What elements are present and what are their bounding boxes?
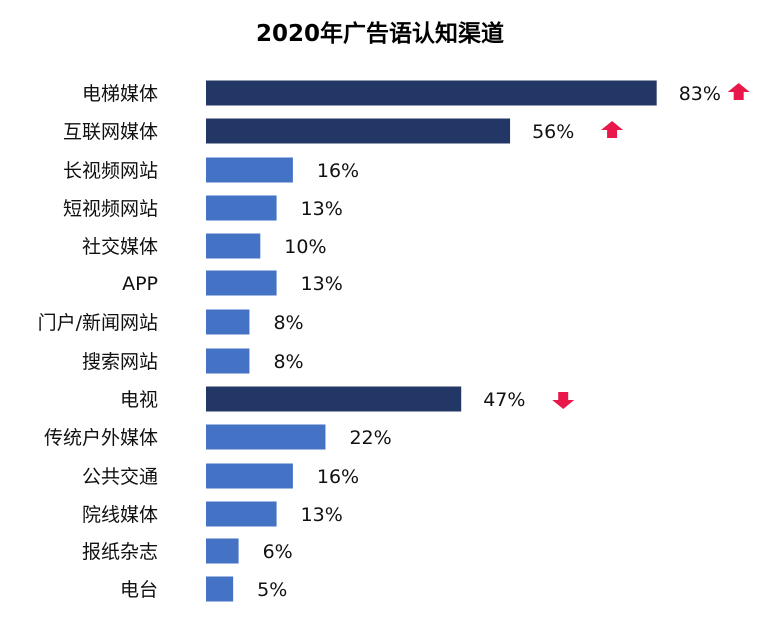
- value-label: 83%: [679, 83, 721, 105]
- bar: [206, 424, 326, 450]
- arrow-up-icon: [601, 121, 624, 138]
- value-label: 16%: [317, 160, 359, 182]
- bar: [206, 386, 462, 412]
- category-label: 门户/新闻网站: [38, 312, 158, 334]
- bar: [206, 348, 250, 374]
- category-label: 报纸杂志: [82, 541, 158, 563]
- value-label: 56%: [532, 121, 574, 143]
- category-label: 搜索网站: [82, 351, 158, 373]
- value-label: 13%: [301, 273, 343, 295]
- value-label: 13%: [301, 198, 343, 220]
- category-label: 电视: [120, 389, 158, 411]
- bar: [206, 195, 277, 221]
- value-label: 47%: [483, 389, 525, 411]
- value-label: 6%: [263, 541, 293, 563]
- value-label: 16%: [317, 466, 359, 488]
- bar: [206, 157, 293, 183]
- bar: [206, 309, 250, 335]
- category-label: 传统户外媒体: [44, 427, 158, 449]
- value-label: 8%: [273, 312, 303, 334]
- bar: [206, 463, 293, 489]
- bar: [206, 270, 277, 296]
- chart-title: 2020年广告语认知渠道: [255, 21, 504, 47]
- bar: [206, 576, 234, 602]
- category-label: 长视频网站: [63, 160, 158, 182]
- value-label: 22%: [349, 427, 391, 449]
- bar: [206, 538, 239, 564]
- value-label: 10%: [284, 236, 326, 258]
- value-label: 13%: [301, 504, 343, 526]
- bar: [206, 501, 277, 527]
- arrow-up-icon: [727, 83, 750, 100]
- arrow-down-icon: [552, 392, 575, 409]
- category-label: 电梯媒体: [82, 83, 158, 105]
- category-label: 社交媒体: [82, 236, 158, 258]
- category-label: 电台: [120, 579, 158, 601]
- bar: [206, 118, 511, 144]
- category-label: 公共交通: [82, 466, 158, 488]
- category-label: APP: [122, 273, 158, 295]
- value-label: 5%: [257, 579, 287, 601]
- value-label: 8%: [273, 351, 303, 373]
- category-label: 院线媒体: [82, 504, 158, 526]
- bar: [206, 233, 261, 259]
- category-label: 短视频网站: [63, 198, 158, 220]
- category-label: 互联网媒体: [63, 121, 158, 143]
- bar: [206, 80, 657, 106]
